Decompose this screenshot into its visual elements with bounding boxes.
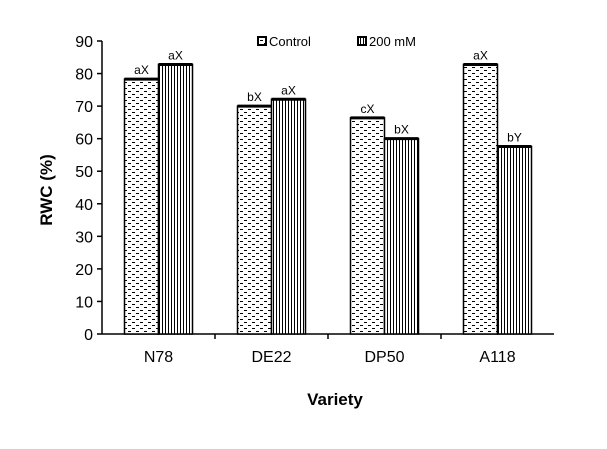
y-tick-label: 50 [75,164,93,181]
x-axis-label: Variety [307,390,363,409]
data-label: aX [168,48,183,62]
data-label: bX [394,123,409,137]
x-tick-label: A118 [479,349,515,366]
data-label: aX [473,48,488,62]
y-tick-label: 90 [75,34,93,51]
legend-swatch [257,36,267,46]
bar-control-de22 [236,105,273,335]
data-label: aX [134,63,149,77]
bar-200-mm-dp50 [383,137,420,335]
y-tick-label: 30 [75,229,93,246]
y-tick-label: 40 [75,197,93,214]
x-tick-label: N78 [144,349,173,366]
bar-200-mm-de22 [270,98,307,335]
y-tick-label: 70 [75,99,93,116]
bar-control-dp50 [349,117,386,335]
bars: aX bX cX aX aX aX bX bY [123,48,533,335]
y-tick-label: 10 [75,294,93,311]
bar-control-a118 [462,63,499,335]
y-tick-label: 20 [75,262,93,279]
legend: Control 200 mM [257,34,416,49]
bar-control-n78 [123,78,160,335]
data-label: cX [360,102,374,116]
data-label: bX [247,90,262,104]
y-tick-label: 80 [75,67,93,84]
legend-swatch [357,36,367,46]
x-tick-label: DP50 [364,349,404,366]
y-tick-label: 60 [75,132,93,149]
data-label: bY [507,130,522,144]
data-label: aX [281,83,296,97]
axes: 0 10 20 30 40 50 60 70 80 90 N78 DE22 DP50 A118 [75,34,554,366]
x-tick-label: DE22 [251,349,291,366]
y-axis-label: RWC (%) [37,154,56,225]
bar-200-mm-n78 [157,63,194,335]
y-tick-label: 0 [84,327,93,344]
legend-label: 200 mM [369,34,416,49]
bar-200-mm-a118 [496,145,533,335]
legend-label: Control [269,34,311,49]
